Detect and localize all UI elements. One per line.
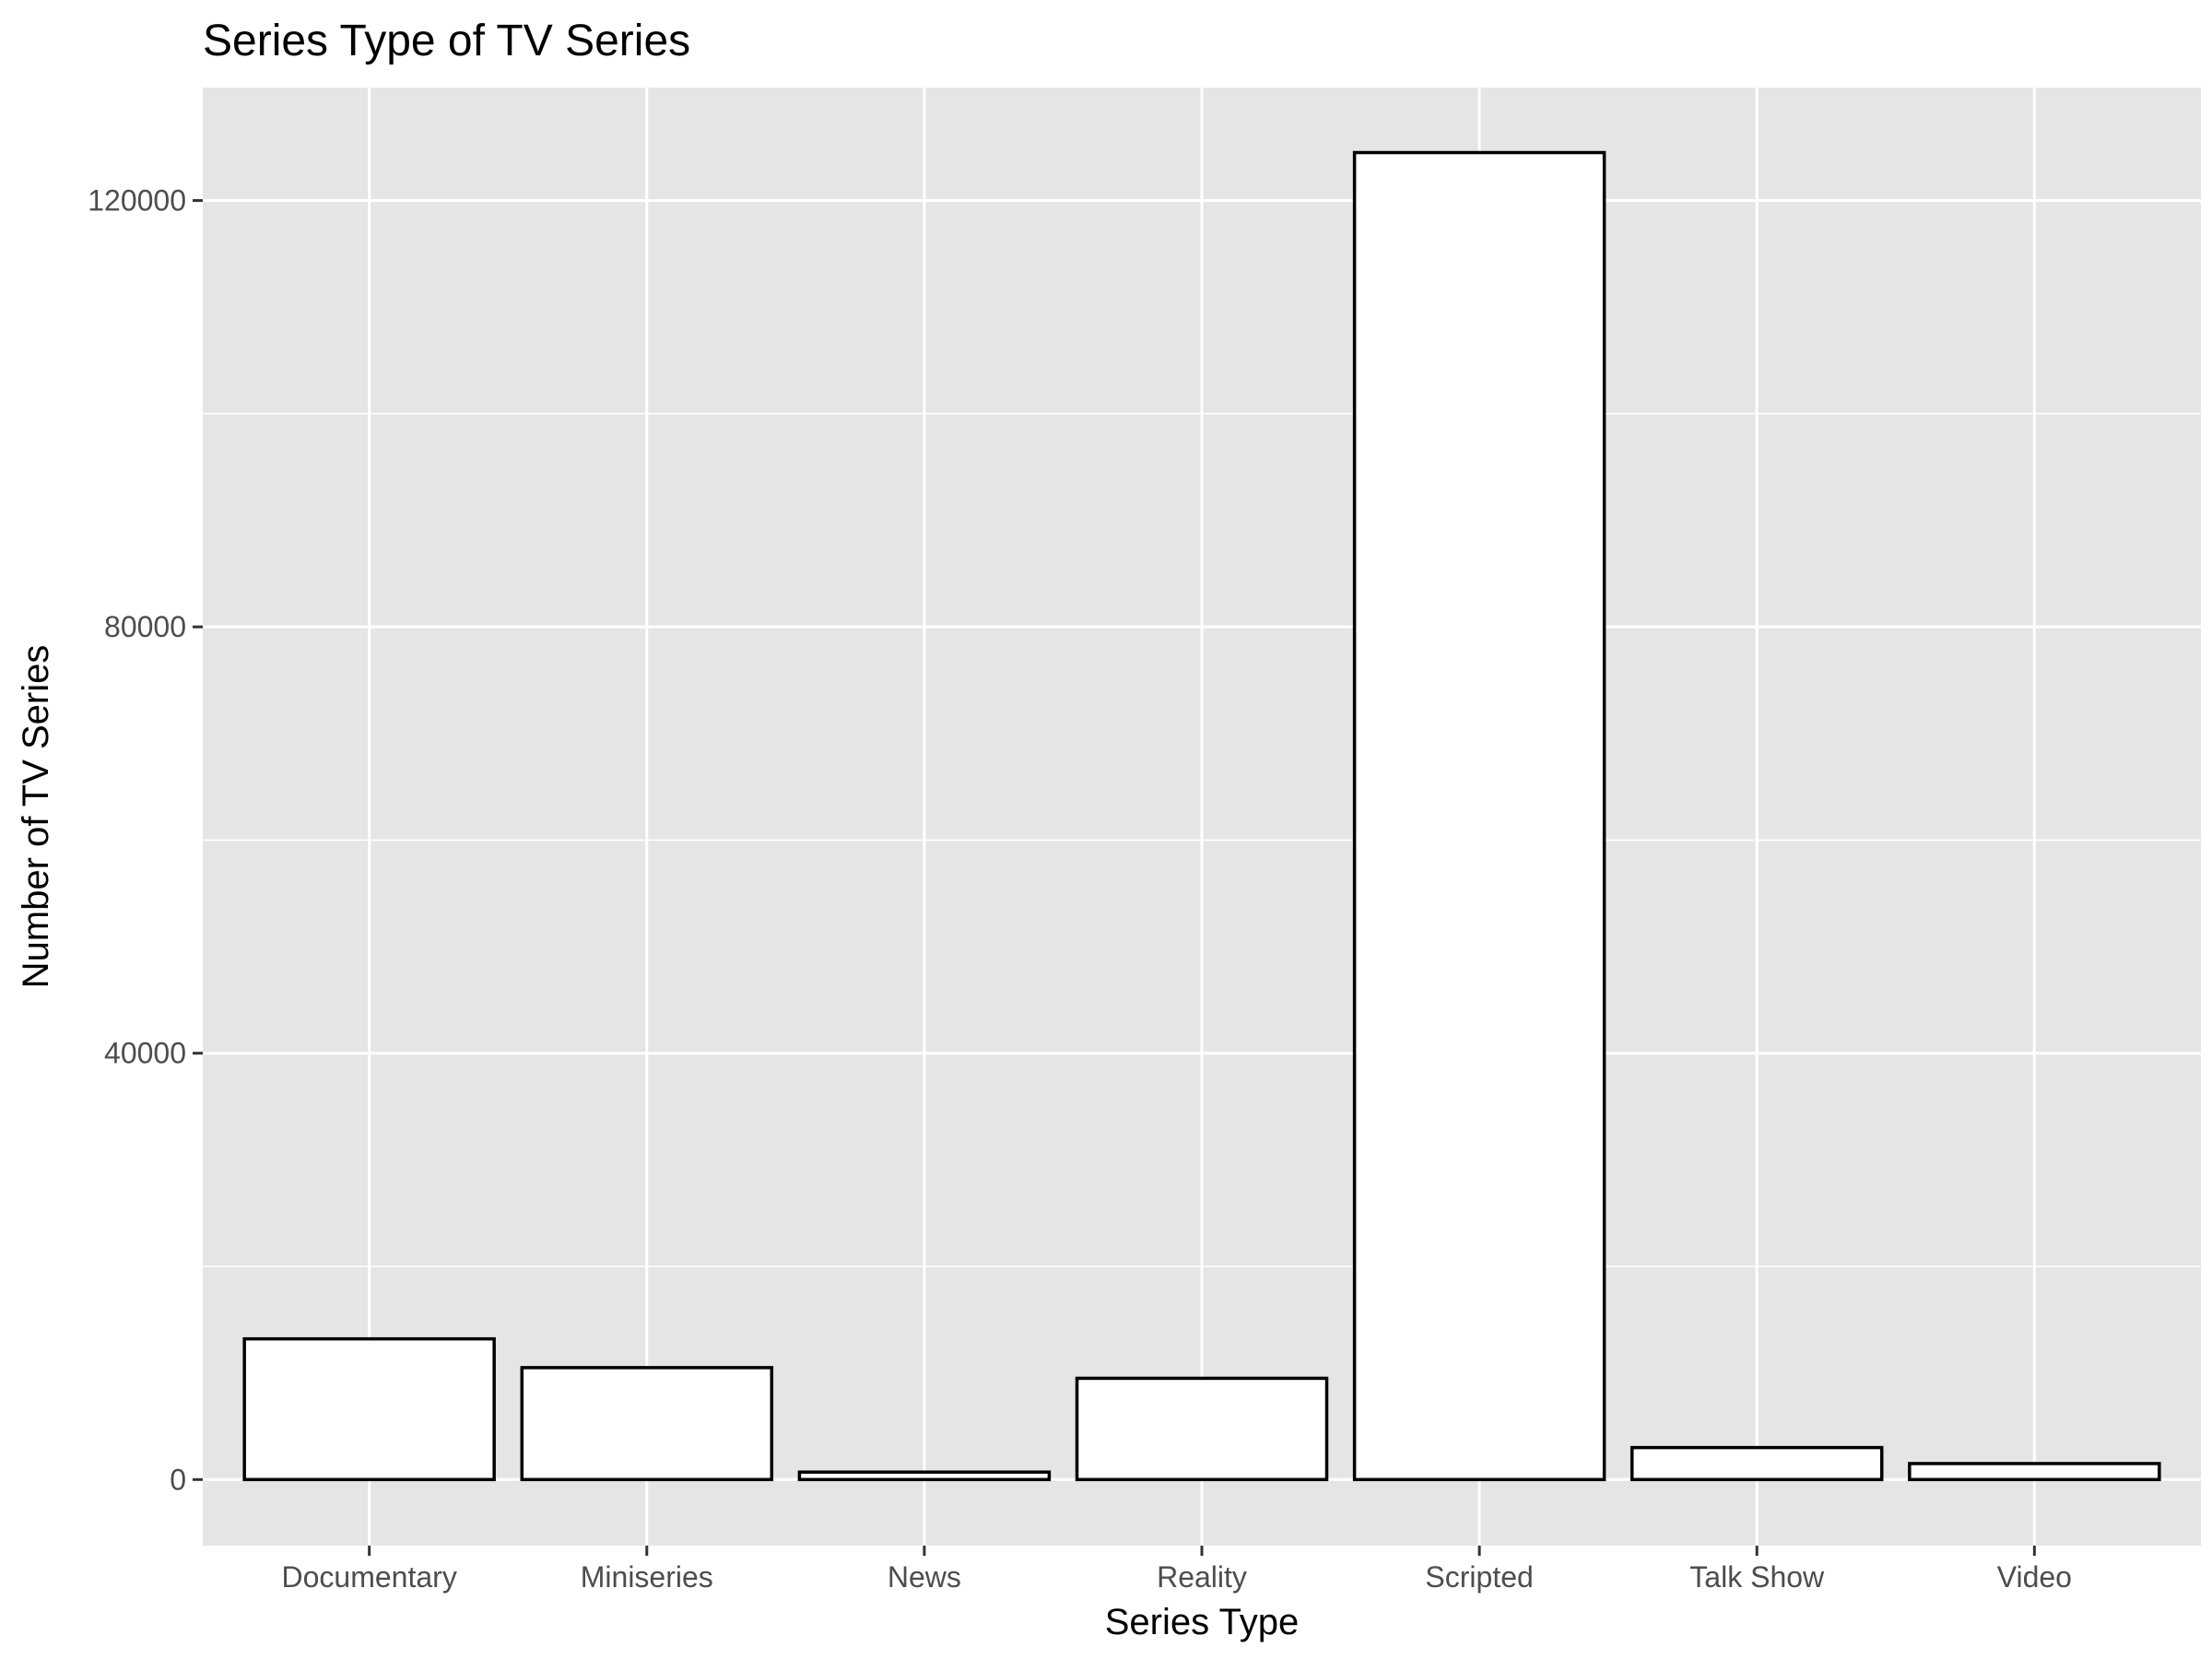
x-tick-label: Miniseries bbox=[581, 1560, 713, 1594]
bar-scripted bbox=[1352, 150, 1606, 1482]
bars bbox=[242, 150, 2161, 1482]
x-tick-label: Talk Show bbox=[1689, 1560, 1825, 1594]
x-tick-label: Scripted bbox=[1425, 1560, 1533, 1594]
bar-documentary bbox=[242, 1336, 496, 1482]
y-tick-label: 80000 bbox=[104, 610, 186, 643]
bar-miniseries bbox=[520, 1366, 774, 1482]
chart-title: Series Type of TV Series bbox=[203, 17, 690, 65]
x-tick-label: Documentary bbox=[282, 1560, 457, 1594]
x-tick-label: Reality bbox=[1157, 1560, 1247, 1594]
y-axis: 0 40000 80000 120000 bbox=[88, 184, 203, 1496]
x-axis: Documentary Miniseries News Reality Scripted… bbox=[282, 1546, 2072, 1594]
y-tick-label: 120000 bbox=[88, 184, 186, 218]
bar-news bbox=[797, 1470, 1052, 1482]
x-axis-title: Series Type bbox=[1105, 1602, 1300, 1642]
x-tick-label: Video bbox=[1997, 1560, 2072, 1594]
y-axis-title: Number of TV Series bbox=[16, 645, 56, 989]
gridlines bbox=[203, 88, 2201, 1546]
bar-reality bbox=[1075, 1376, 1329, 1482]
y-tick-label: 40000 bbox=[104, 1037, 186, 1070]
bar-talk-show bbox=[1630, 1445, 1884, 1482]
bar-video bbox=[1908, 1462, 2161, 1482]
y-tick-label: 0 bbox=[170, 1463, 186, 1496]
x-tick-label: News bbox=[888, 1560, 961, 1594]
